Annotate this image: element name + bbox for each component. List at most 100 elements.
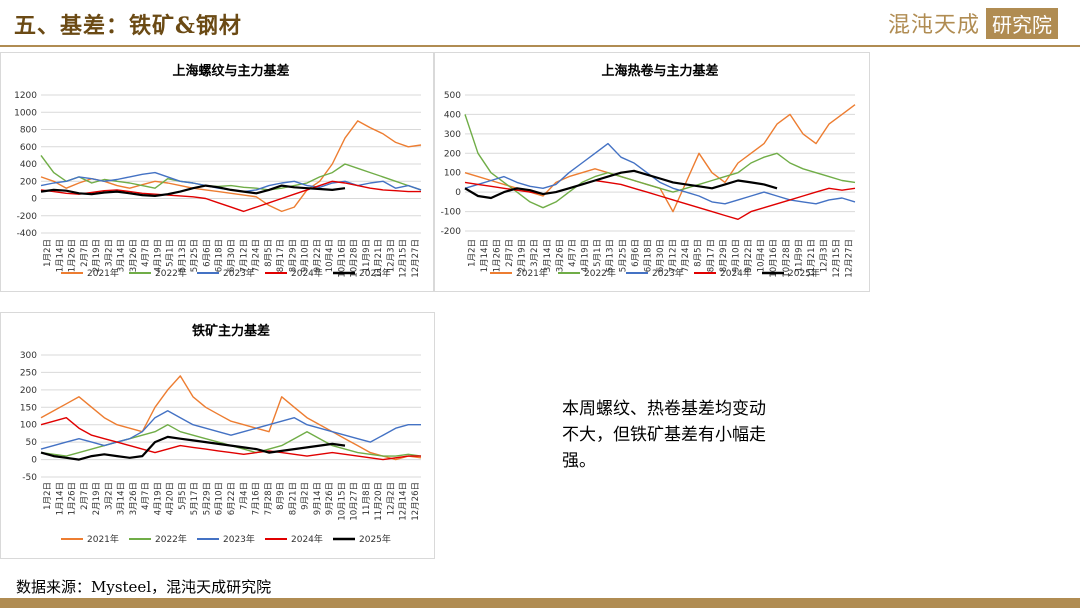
logo-box: 研究院 [986, 7, 1058, 39]
y-tick-label: -400 [17, 229, 38, 239]
x-tick-label: 5月13日 [606, 239, 616, 272]
x-tick-label: 7月4日 [239, 482, 249, 510]
x-tick-label: 3月26日 [129, 482, 139, 515]
x-tick-label: 7月24日 [252, 239, 262, 272]
x-tick-label: 12月14日 [399, 482, 409, 521]
legend-label: 2021年 [516, 267, 548, 279]
y-tick-label: -100 [441, 208, 462, 218]
x-tick-label: 10月15日 [337, 482, 347, 521]
y-tick-label: 200 [20, 177, 37, 187]
x-tick-label: 2月7日 [80, 482, 90, 510]
legend-label: 2022年 [584, 267, 616, 279]
x-tick-label: 7月24日 [681, 239, 691, 272]
x-tick-label: 3月2日 [104, 239, 114, 267]
x-tick-label: 1月26日 [68, 482, 78, 515]
chart-iron-ore-basis-svg: 铁矿主力基差 -50 0 50 100 150 200 250 300 1月2日 1月14日 1月26… [20, 323, 422, 545]
legend-label: 2021年 [87, 533, 119, 545]
x-tick-label: 2月19日 [518, 239, 528, 272]
x-tick-label: 4月7日 [141, 239, 151, 267]
y-tick-label: 50 [26, 438, 38, 448]
chart-title: 上海热卷与主力基差 [601, 63, 718, 79]
header-divider [0, 45, 1080, 47]
x-tick-label: 10月28日 [350, 239, 360, 278]
x-tick-label: 4月19日 [153, 482, 163, 515]
y-tick-label: 100 [444, 169, 461, 179]
x-tick-label: 12月15日 [399, 239, 409, 278]
x-tick-label: 6月6日 [202, 239, 212, 267]
x-tick-label: 1月14日 [55, 482, 65, 515]
y-tick-label: 0 [31, 456, 37, 466]
x-tick-label: 1月2日 [43, 482, 53, 510]
series-line-2022年 [40, 154, 422, 191]
x-tick-label: 3月26日 [555, 239, 565, 272]
x-tick-label: 7月12日 [669, 239, 679, 272]
x-tick-label: 12月3日 [820, 239, 830, 272]
series-line-2021年 [40, 120, 422, 213]
y-tick-label: 400 [20, 160, 37, 170]
x-tick-label: 10月4日 [325, 239, 335, 272]
legend-label: 2023年 [223, 267, 255, 279]
x-tick-label: 9月26日 [325, 482, 335, 515]
series-line-2023年 [40, 410, 421, 450]
series-line-2025年 [40, 184, 346, 197]
series-line-2024年 [464, 179, 856, 220]
x-tick-label: 6月30日 [656, 239, 666, 272]
x-tick-label: 9月22日 [313, 239, 323, 272]
x-tick-label: 7月12日 [239, 239, 249, 272]
x-tick-label: 3月2日 [104, 482, 114, 510]
x-tick-label: 1月2日 [43, 239, 53, 267]
x-tick-label: 8月29日 [288, 239, 298, 272]
x-tick-label: 10月27日 [350, 482, 360, 521]
x-tick-label: 9月14日 [313, 482, 323, 515]
x-tick-label: 4月7日 [141, 482, 151, 510]
x-tick-label: 10月16日 [769, 239, 779, 278]
y-tick-label: 150 [20, 403, 37, 413]
x-tick-label: 1月26日 [492, 239, 502, 272]
y-tick-label: 250 [20, 368, 37, 378]
x-tick-label: 12月26日 [411, 482, 421, 521]
legend-label: 2025年 [788, 267, 820, 279]
legend-label: 2021年 [87, 267, 119, 279]
x-tick-label: 12月3日 [386, 239, 396, 272]
x-tick-label: 5月25日 [190, 239, 200, 272]
x-tick-label: 1月14日 [55, 239, 65, 272]
x-tick-label: 4月7日 [568, 239, 578, 267]
series-line-2024年 [40, 417, 421, 461]
x-tick-label: 7月28日 [264, 482, 274, 515]
x-tick-label: 1月2日 [467, 239, 477, 267]
legend-label: 2024年 [720, 267, 752, 279]
x-tick-label: 1月26日 [68, 239, 78, 272]
x-tick-label: 2月19日 [92, 239, 102, 272]
data-source: 数据来源：Mysteel，混沌天成研究院 [16, 578, 272, 596]
legend-label: 2025年 [359, 267, 391, 279]
y-tick-label: 0 [455, 188, 461, 198]
series-line-2022年 [464, 114, 856, 209]
x-tick-label: 8月9日 [276, 482, 286, 510]
x-tick-label: 3月26日 [129, 239, 139, 272]
series-line-2025年 [40, 435, 346, 461]
chart-hrc-basis-svg: 上海热卷与主力基差 -200 -100 0 100 200 300 400 500 1月2日 1月1… [441, 63, 856, 279]
x-tick-label: 10月4日 [757, 239, 767, 272]
chart-title: 上海螺纹与主力基差 [172, 63, 289, 79]
series-line-2024年 [40, 180, 421, 213]
x-tick-label: 5月13日 [178, 239, 188, 272]
x-tick-label: 3月14日 [117, 482, 127, 515]
legend-label: 2022年 [155, 533, 187, 545]
series-line-2023年 [40, 171, 422, 193]
chart-title: 铁矿主力基差 [191, 323, 270, 339]
series-line-2025年 [464, 169, 778, 200]
x-tick-label: 6月6日 [631, 239, 641, 267]
series-line-2021年 [40, 375, 422, 461]
x-tick-label: 12月2日 [386, 482, 396, 515]
x-tick-label: 9月22日 [744, 239, 754, 272]
x-tick-label: 3月14日 [543, 239, 553, 272]
x-tick-label: 11月20日 [374, 482, 384, 521]
x-tick-label: 7月16日 [252, 482, 262, 515]
y-tick-label: 200 [20, 386, 37, 396]
chart-iron-ore-basis: 铁矿主力基差 -50 0 50 100 150 200 250 300 1月2日 1月14日 1月26… [0, 312, 435, 559]
x-tick-label: 8月17日 [706, 239, 716, 272]
x-tick-label: 8月17日 [276, 239, 286, 272]
y-tick-label: -200 [441, 227, 462, 237]
y-tick-label: 1200 [14, 91, 37, 101]
chart-rebar-basis: 上海螺纹与主力基差 -400 -200 0 200 400 600 800 1000 1200 1月… [0, 52, 434, 292]
